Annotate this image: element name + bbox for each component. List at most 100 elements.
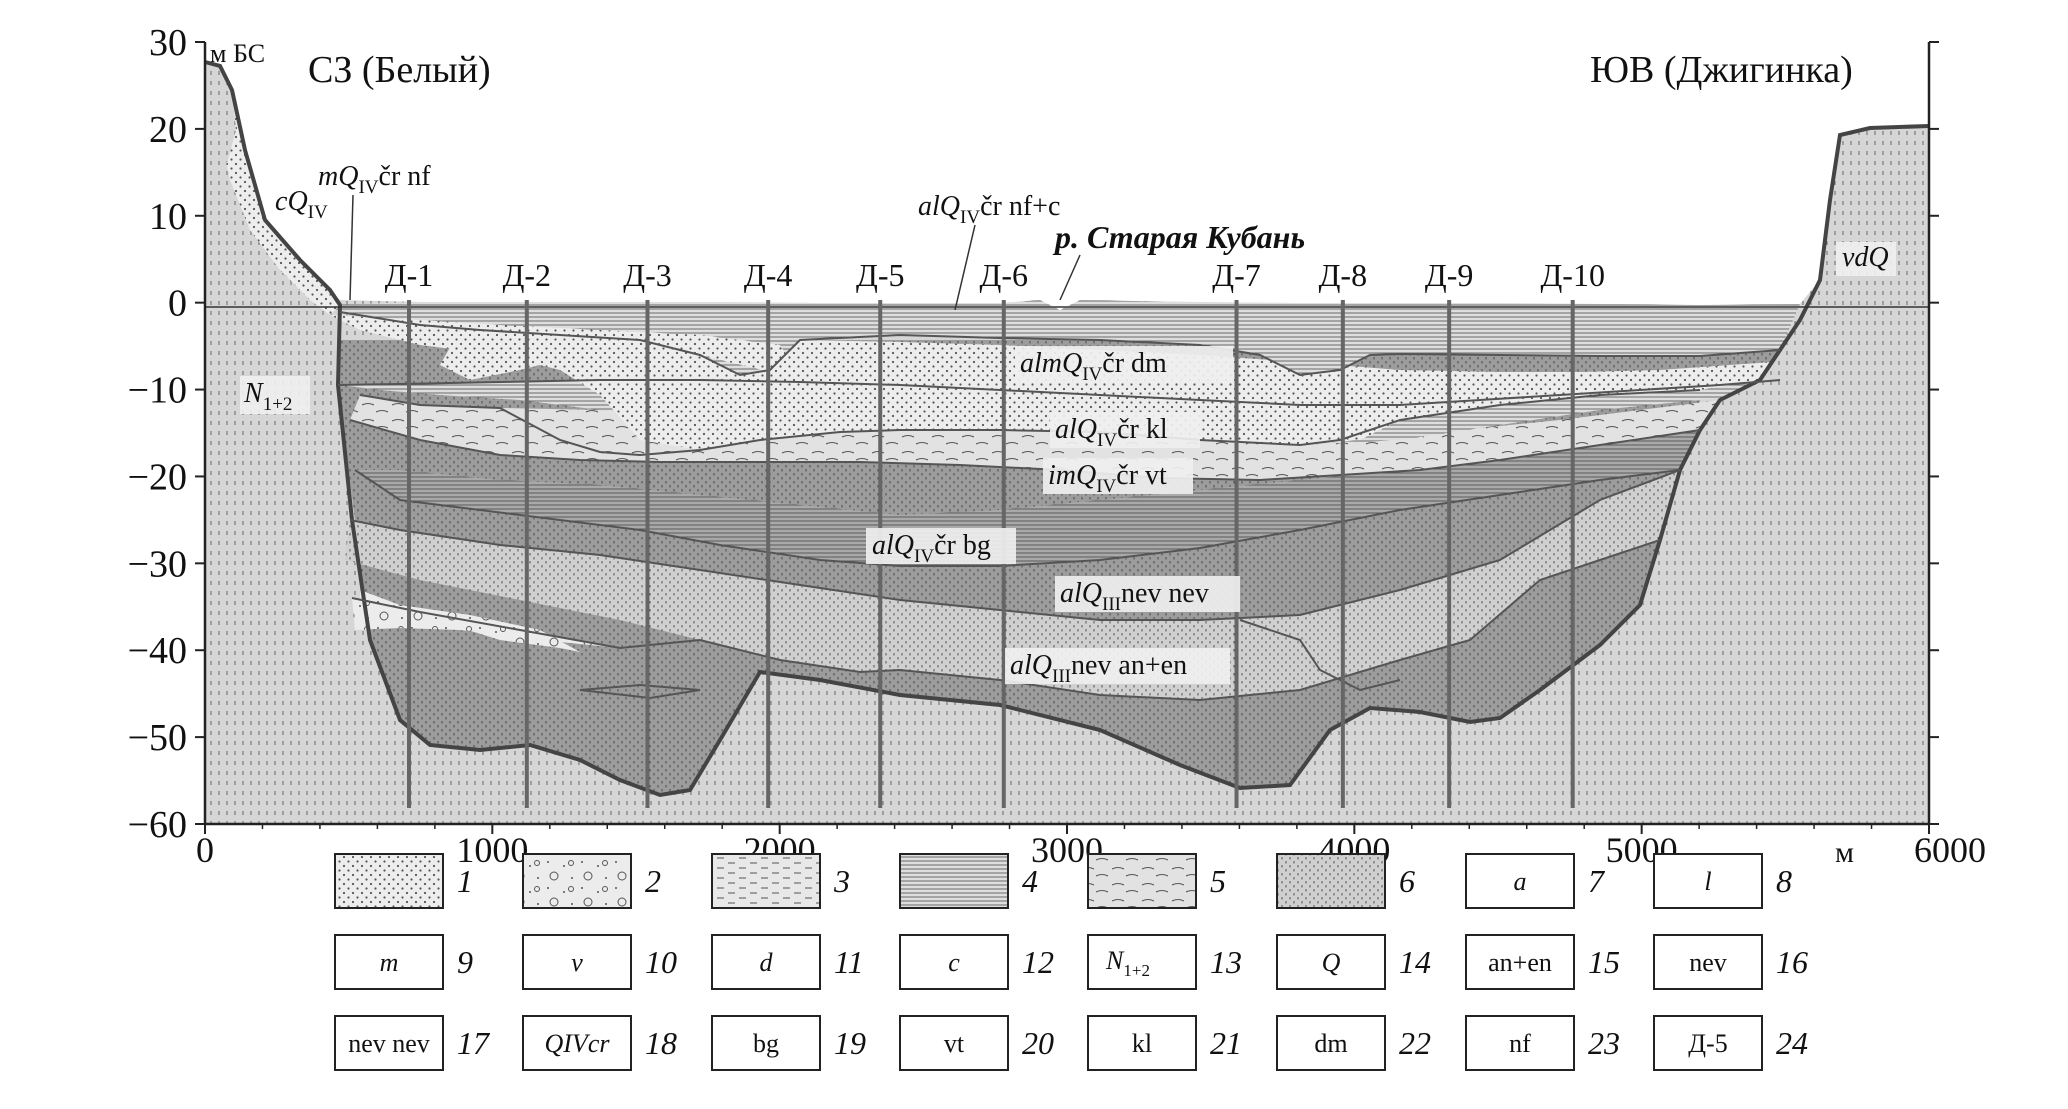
legend-item: an+en 15 (1465, 934, 1620, 990)
legend-swatch-text: v (571, 948, 583, 977)
legend-number: 22 (1399, 1025, 1431, 1061)
legend-number: 1 (457, 863, 473, 899)
legend-number: 8 (1776, 863, 1792, 899)
well-label: Д-3 (623, 257, 671, 293)
legend-swatch (1276, 853, 1386, 909)
well-label: Д-8 (1319, 257, 1367, 293)
legend: 1 2 3 4 5 6 a 7 l 8m 9 v 10 d 11 c 12 N1+2 13 Q 14 an+en 15 nev… (334, 853, 1808, 1071)
y-ticks: 30 20 10 0 −10 −20 −30 −40 −50 −60 (128, 22, 1939, 846)
legend-swatch (711, 1015, 821, 1071)
legend-swatch (1087, 934, 1197, 990)
legend-number: 7 (1588, 863, 1606, 899)
x-tick-label: 0 (196, 830, 214, 870)
legend-swatch (334, 853, 444, 909)
legend-number: 4 (1022, 863, 1038, 899)
legend-swatch (1465, 1015, 1575, 1071)
legend-swatch-text: nf (1509, 1029, 1531, 1058)
legend-swatch (1653, 1015, 1763, 1071)
label-alq4-kl: alQIVčr kl (1055, 414, 1168, 451)
layer-alq4-bg (355, 430, 1700, 566)
legend-swatch (899, 1015, 1009, 1071)
legend-swatch (1087, 1015, 1197, 1071)
well-label: Д-6 (980, 257, 1028, 293)
well-label: Д-4 (744, 257, 792, 293)
legend-swatch (1465, 934, 1575, 990)
legend-item: QIVcr 18 (522, 1015, 677, 1071)
legend-number: 19 (834, 1025, 866, 1061)
label-alq4-bg: alQIVčr bg (872, 530, 991, 567)
river-label: р. Старая Кубань (1052, 219, 1305, 255)
legend-item: dm 22 (1276, 1015, 1431, 1071)
y-tick-label: −10 (128, 370, 187, 412)
legend-number: 16 (1776, 944, 1808, 980)
label-alq3-anen: alQIIInev an+en (1010, 650, 1187, 687)
layer-alq3-nev (345, 470, 1680, 700)
legend-item: Д-5 24 (1653, 1015, 1808, 1071)
legend-number: 13 (1210, 944, 1242, 980)
legend-swatch (522, 934, 632, 990)
legend-swatch (1653, 934, 1763, 990)
layer-alq4-nfc (330, 300, 1810, 375)
y-unit-label: м БС (210, 39, 265, 68)
legend-swatch-text: c (948, 948, 960, 977)
legend-item: d 11 (711, 934, 864, 990)
left-hill (205, 62, 236, 200)
well-label: Д-1 (385, 257, 433, 293)
legend-item: nev nev 17 (334, 1015, 491, 1071)
y-tick-label: −30 (128, 543, 187, 585)
legend-item: nev 16 (1653, 934, 1808, 990)
legend-swatch-text: nev (1689, 948, 1727, 977)
legend-swatch (711, 934, 821, 990)
legend-item: 4 (899, 853, 1038, 909)
legend-number: 21 (1210, 1025, 1242, 1061)
legend-number: 15 (1588, 944, 1620, 980)
mq4-leader (349, 194, 354, 301)
y-tick-label: −60 (128, 804, 187, 846)
label-imq4-vt: imQIVčr vt (1048, 460, 1167, 497)
legend-number: 24 (1776, 1025, 1808, 1061)
well-label: Д-9 (1425, 257, 1473, 293)
legend-number: 6 (1399, 863, 1415, 899)
label-vdq: vdQ (1842, 242, 1889, 273)
label-alq4-nfc: alQIVčr nf+c (918, 191, 1060, 228)
y-tick-label: 30 (149, 22, 187, 64)
label-n12: N1+2 (243, 378, 292, 415)
legend-swatch (711, 853, 821, 909)
label-almq4-dm: almQIVčr dm (1020, 348, 1167, 385)
label-alq3-nev: alQIIInev nev (1060, 578, 1209, 615)
legend-swatch-text: Q (1322, 948, 1341, 977)
legend-item: kl 21 (1087, 1015, 1242, 1071)
legend-swatch-text: Д-5 (1688, 1029, 1727, 1058)
legend-number: 20 (1022, 1025, 1054, 1061)
legend-number: 12 (1022, 944, 1054, 980)
legend-swatch-text: dm (1314, 1029, 1347, 1058)
y-tick-label: −50 (128, 717, 187, 759)
legend-item: v 10 (522, 934, 677, 990)
legend-swatch (1276, 934, 1386, 990)
boundary-lines (337, 311, 1781, 702)
legend-item: Q 14 (1276, 934, 1431, 990)
legend-swatch (522, 1015, 632, 1071)
title-right: ЮВ (Джигинка) (1590, 49, 1853, 91)
legend-swatch-text: l (1704, 867, 1711, 896)
x-unit-label: м (1835, 836, 1854, 869)
river-leader (1059, 254, 1081, 301)
title-left: СЗ (Белый) (308, 49, 491, 91)
layer-gravel-main (352, 598, 620, 648)
legend-number: 2 (645, 863, 661, 899)
y-tick-label: 10 (149, 196, 187, 238)
legend-swatch-text: vt (944, 1029, 965, 1058)
legend-swatch (334, 1015, 444, 1071)
x-tick-label: 6000 (1914, 830, 1986, 870)
legend-number: 10 (645, 944, 677, 980)
bedrock-right (1500, 126, 1929, 824)
legend-item: bg 19 (711, 1015, 866, 1071)
legend-item: 2 (522, 853, 661, 909)
legend-swatch-text: nev nev (348, 1029, 430, 1058)
y-tick-label: −40 (128, 630, 187, 672)
legend-swatch (1276, 1015, 1386, 1071)
legend-swatch (1087, 853, 1197, 909)
legend-number: 23 (1588, 1025, 1620, 1061)
alq4-nfc-leader (954, 224, 976, 311)
